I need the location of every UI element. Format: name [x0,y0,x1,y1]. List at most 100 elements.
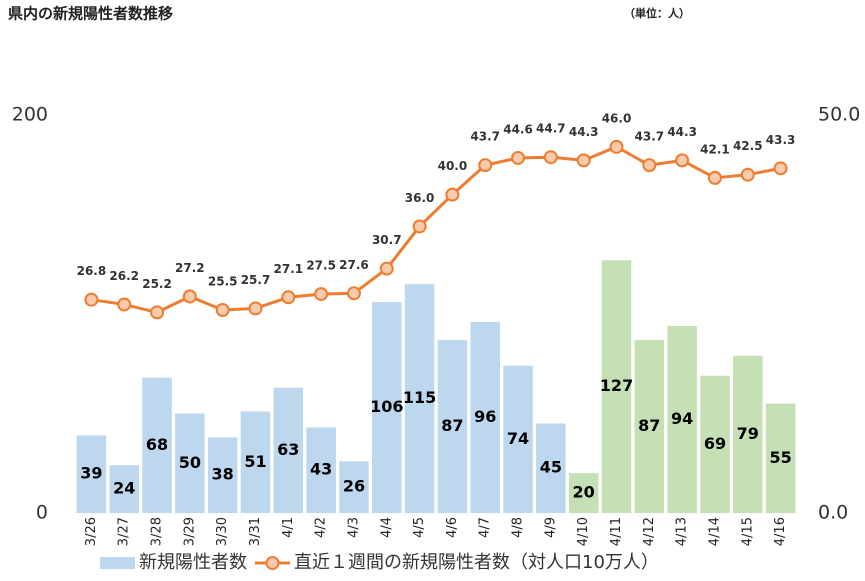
bar [240,411,271,513]
x-tick-label: 4/12 [642,517,657,546]
line-marker [182,289,197,304]
bar-value-label: 26 [343,477,365,496]
line-value-label: 44.3 [667,125,697,139]
bar-value-label: 127 [600,376,633,395]
line-value-label: 42.1 [700,142,730,156]
line-marker [478,158,493,173]
bar-value-label: 43 [310,460,332,479]
line-marker [675,153,690,168]
line-value-label: 40.0 [438,159,468,173]
x-tick-label: 4/3 [346,517,361,538]
line-marker [740,167,755,182]
bar-value-label: 69 [704,434,726,453]
bar [601,260,632,513]
legend-swatch [100,557,135,569]
line-value-label: 25.7 [241,273,271,287]
x-tick-label: 3/28 [150,517,165,546]
x-tick-label: 4/7 [478,517,493,538]
line-value-label: 27.2 [175,261,205,275]
line-value-label: 43.7 [470,130,500,144]
bar [667,325,697,513]
legend-swatch [265,556,280,570]
line-value-label: 27.1 [274,262,304,276]
line-marker [215,303,230,318]
x-tick-label: 3/29 [182,517,197,546]
line-marker [543,150,558,165]
bar-value-label: 106 [370,397,403,416]
legend-label: 新規陽性者数 [139,552,247,573]
bar [306,427,336,513]
x-tick-label: 4/1 [281,517,296,538]
bar-value-label: 63 [277,440,299,459]
bar-value-label: 74 [507,429,529,448]
bar-value-label: 68 [146,435,168,454]
bar [733,355,763,513]
x-tick-label: 4/14 [707,517,722,546]
x-tick-label: 4/8 [511,517,526,538]
line-value-label: 46.0 [602,111,632,125]
bar-value-label: 115 [403,388,436,407]
bar [536,423,566,513]
x-tick-label: 4/10 [576,517,591,546]
bar [700,375,730,513]
bar-value-label: 20 [573,483,595,502]
bar [372,302,402,513]
x-tick-label: 4/16 [773,517,788,546]
bar-value-label: 51 [244,452,266,471]
line-marker [150,305,165,320]
line-value-label: 44.7 [536,122,566,136]
x-tick-label: 4/2 [314,517,329,538]
bar [634,339,665,513]
y-tick-label: 0 [36,502,48,524]
line-value-label: 43.3 [766,133,796,147]
bar [207,437,238,513]
line-value-label: 42.5 [733,139,763,153]
line-marker [642,158,657,173]
line-marker [773,161,788,176]
line-value-label: 25.2 [142,277,172,291]
line-marker [445,187,460,202]
x-tick-label: 4/4 [379,517,394,538]
line-marker [379,261,394,276]
line-marker [248,301,263,316]
line-value-label: 27.5 [306,259,336,273]
bar [273,387,304,513]
x-tick-label: 4/13 [675,517,690,546]
bar-value-label: 87 [638,416,660,435]
x-tick-label: 4/6 [445,517,460,538]
chart-title: 県内の新規陽性者数推移 [8,5,173,23]
bar [437,339,468,513]
unit-note: （単位：人） [624,6,690,20]
bar-value-label: 45 [540,458,562,477]
line-value-label: 25.5 [208,275,238,289]
bar-value-label: 39 [80,464,102,483]
line-marker [84,292,99,307]
bar [109,465,139,513]
bar-value-label: 94 [671,409,693,428]
bar [503,365,533,513]
bar-value-label: 55 [769,448,791,467]
bar-value-label: 50 [179,453,201,472]
line [91,145,781,314]
x-tick-label: 4/11 [609,517,624,546]
bar [175,413,205,513]
x-tick-label: 3/31 [248,517,263,546]
line-value-label: 26.2 [109,269,139,283]
line-marker [117,297,132,312]
line-value-label: 44.6 [503,122,533,136]
x-tick-label: 3/30 [215,517,230,546]
y2-tick-label: 0.0 [818,502,848,524]
bar [142,377,172,513]
line-marker [346,286,361,301]
x-tick-label: 4/5 [412,517,427,538]
x-tick-label: 4/9 [543,517,558,538]
y2-tick-label: 50.0 [818,104,860,126]
bar-value-label: 79 [737,424,759,443]
bar [339,461,369,513]
line-marker [314,287,329,302]
bar-value-label: 87 [441,416,463,435]
bar-value-label: 38 [212,465,234,484]
x-tick-label: 4/15 [740,517,755,546]
line-value-label: 43.7 [635,130,665,144]
